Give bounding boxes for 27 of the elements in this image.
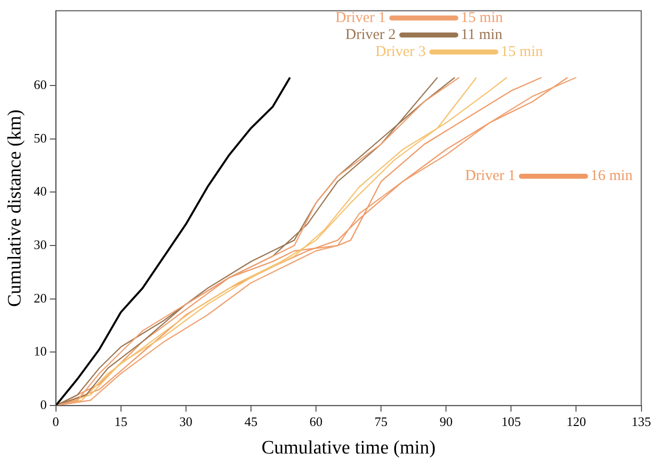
y-tick-label: 20 — [34, 290, 47, 306]
y-tick-label: 60 — [34, 76, 47, 92]
y-tick-label: 50 — [34, 130, 47, 146]
annotation: 16 min — [590, 168, 634, 184]
x-tick-label: 120 — [566, 414, 586, 429]
legend-label: Driver 2 — [345, 26, 396, 43]
annotation: 15 min — [460, 10, 504, 26]
x-tick-label: 15 — [114, 414, 128, 429]
y-tick-label: 0 — [40, 397, 47, 412]
y-tick-label: 40 — [34, 184, 47, 199]
x-tick-label: 75 — [374, 414, 388, 429]
x-tick-label: 0 — [52, 414, 60, 429]
legend-label: Driver 3 — [375, 44, 426, 60]
legend-label: Driver 1 — [335, 10, 386, 26]
x-tick-label: 105 — [501, 414, 521, 429]
x-axis-title: Cumulative time (min) — [261, 438, 436, 459]
x-tick-label: 90 — [440, 414, 453, 429]
annotation: 15 min — [500, 44, 544, 60]
x-tick-label: 135 — [632, 414, 651, 429]
y-tick-label: 30 — [34, 236, 47, 252]
x-tick-label: 60 — [310, 414, 322, 429]
legend-label: Driver 1 — [465, 168, 516, 184]
x-tick-label: 30 — [179, 414, 192, 429]
y-axis-title: Cumulative distance (km) — [4, 110, 26, 307]
annotation: 11 min — [460, 26, 503, 43]
x-tick-label: 45 — [244, 414, 258, 429]
y-tick-label: 10 — [34, 344, 47, 359]
